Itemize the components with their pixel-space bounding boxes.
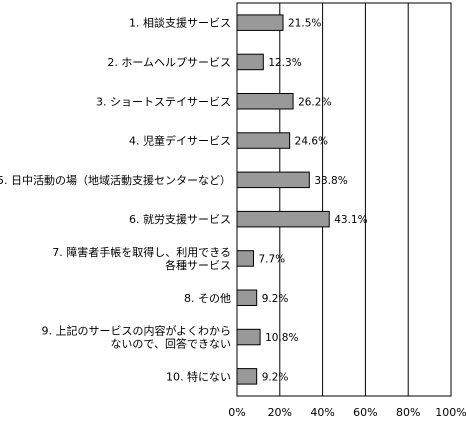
- data-label: 43.1%: [334, 214, 367, 226]
- grid-lines: [236, 2, 452, 397]
- category-label: 1. 相談支援サービス: [129, 16, 231, 30]
- data-label: 10.8%: [265, 332, 298, 344]
- category-label: ないので、回答できない: [110, 337, 231, 351]
- data-labels: 21.5% 12.3% 26.2% 24.6% 33.8% 43.1% 7.7% 9.2% 10…: [258, 18, 367, 384]
- bar: [236, 368, 258, 385]
- category-label: 6. 就労支援サービス: [129, 212, 231, 226]
- bar: [236, 289, 258, 306]
- category-label: 各種サービス: [165, 258, 231, 272]
- category-label: 5. 日中活動の場（地域活動支援センターなど）: [0, 173, 231, 187]
- x-tick-labels: 0% 20% 40% 60% 80% 100%: [228, 406, 466, 419]
- x-tick-label: 60%: [353, 406, 377, 419]
- plot-frame: [236, 2, 452, 397]
- bar: [236, 53, 264, 71]
- category-label: 8. その他: [184, 292, 231, 305]
- data-label: 33.8%: [314, 175, 347, 187]
- data-label: 9.2%: [262, 293, 289, 305]
- x-tick-label: 80%: [396, 406, 420, 419]
- x-tick-label: 40%: [310, 406, 334, 419]
- x-tick-label: 20%: [268, 406, 292, 419]
- bars: [236, 14, 330, 385]
- category-labels: 1. 相談支援サービス 2. ホームヘルプサービス 3. ショートステイサービス 4.…: [0, 16, 231, 384]
- bar: [236, 171, 310, 189]
- data-label: 21.5%: [288, 18, 321, 30]
- category-label: 2. ホームヘルプサービス: [107, 56, 231, 69]
- data-label: 24.6%: [295, 136, 328, 148]
- category-label: 4. 児童デイサービス: [129, 134, 231, 148]
- category-label: 3. ショートステイサービス: [96, 95, 231, 108]
- bar: [236, 132, 291, 149]
- bar: [236, 93, 294, 110]
- bar: [236, 250, 254, 267]
- data-label: 12.3%: [268, 57, 301, 69]
- bar: [236, 210, 330, 228]
- category-label: 9. 上記のサービスの内容がよくわから: [42, 324, 231, 338]
- category-label: 10. 特にない: [166, 369, 231, 383]
- x-tick-label: 100%: [435, 406, 466, 419]
- x-tick-label: 0%: [228, 406, 245, 419]
- data-label: 9.2%: [262, 371, 289, 383]
- category-label: 7. 障害者手帳を取得し、利用できる: [52, 245, 231, 259]
- data-label: 7.7%: [258, 253, 285, 265]
- bar: [236, 328, 261, 346]
- data-label: 26.2%: [298, 96, 331, 108]
- bar: [236, 14, 284, 31]
